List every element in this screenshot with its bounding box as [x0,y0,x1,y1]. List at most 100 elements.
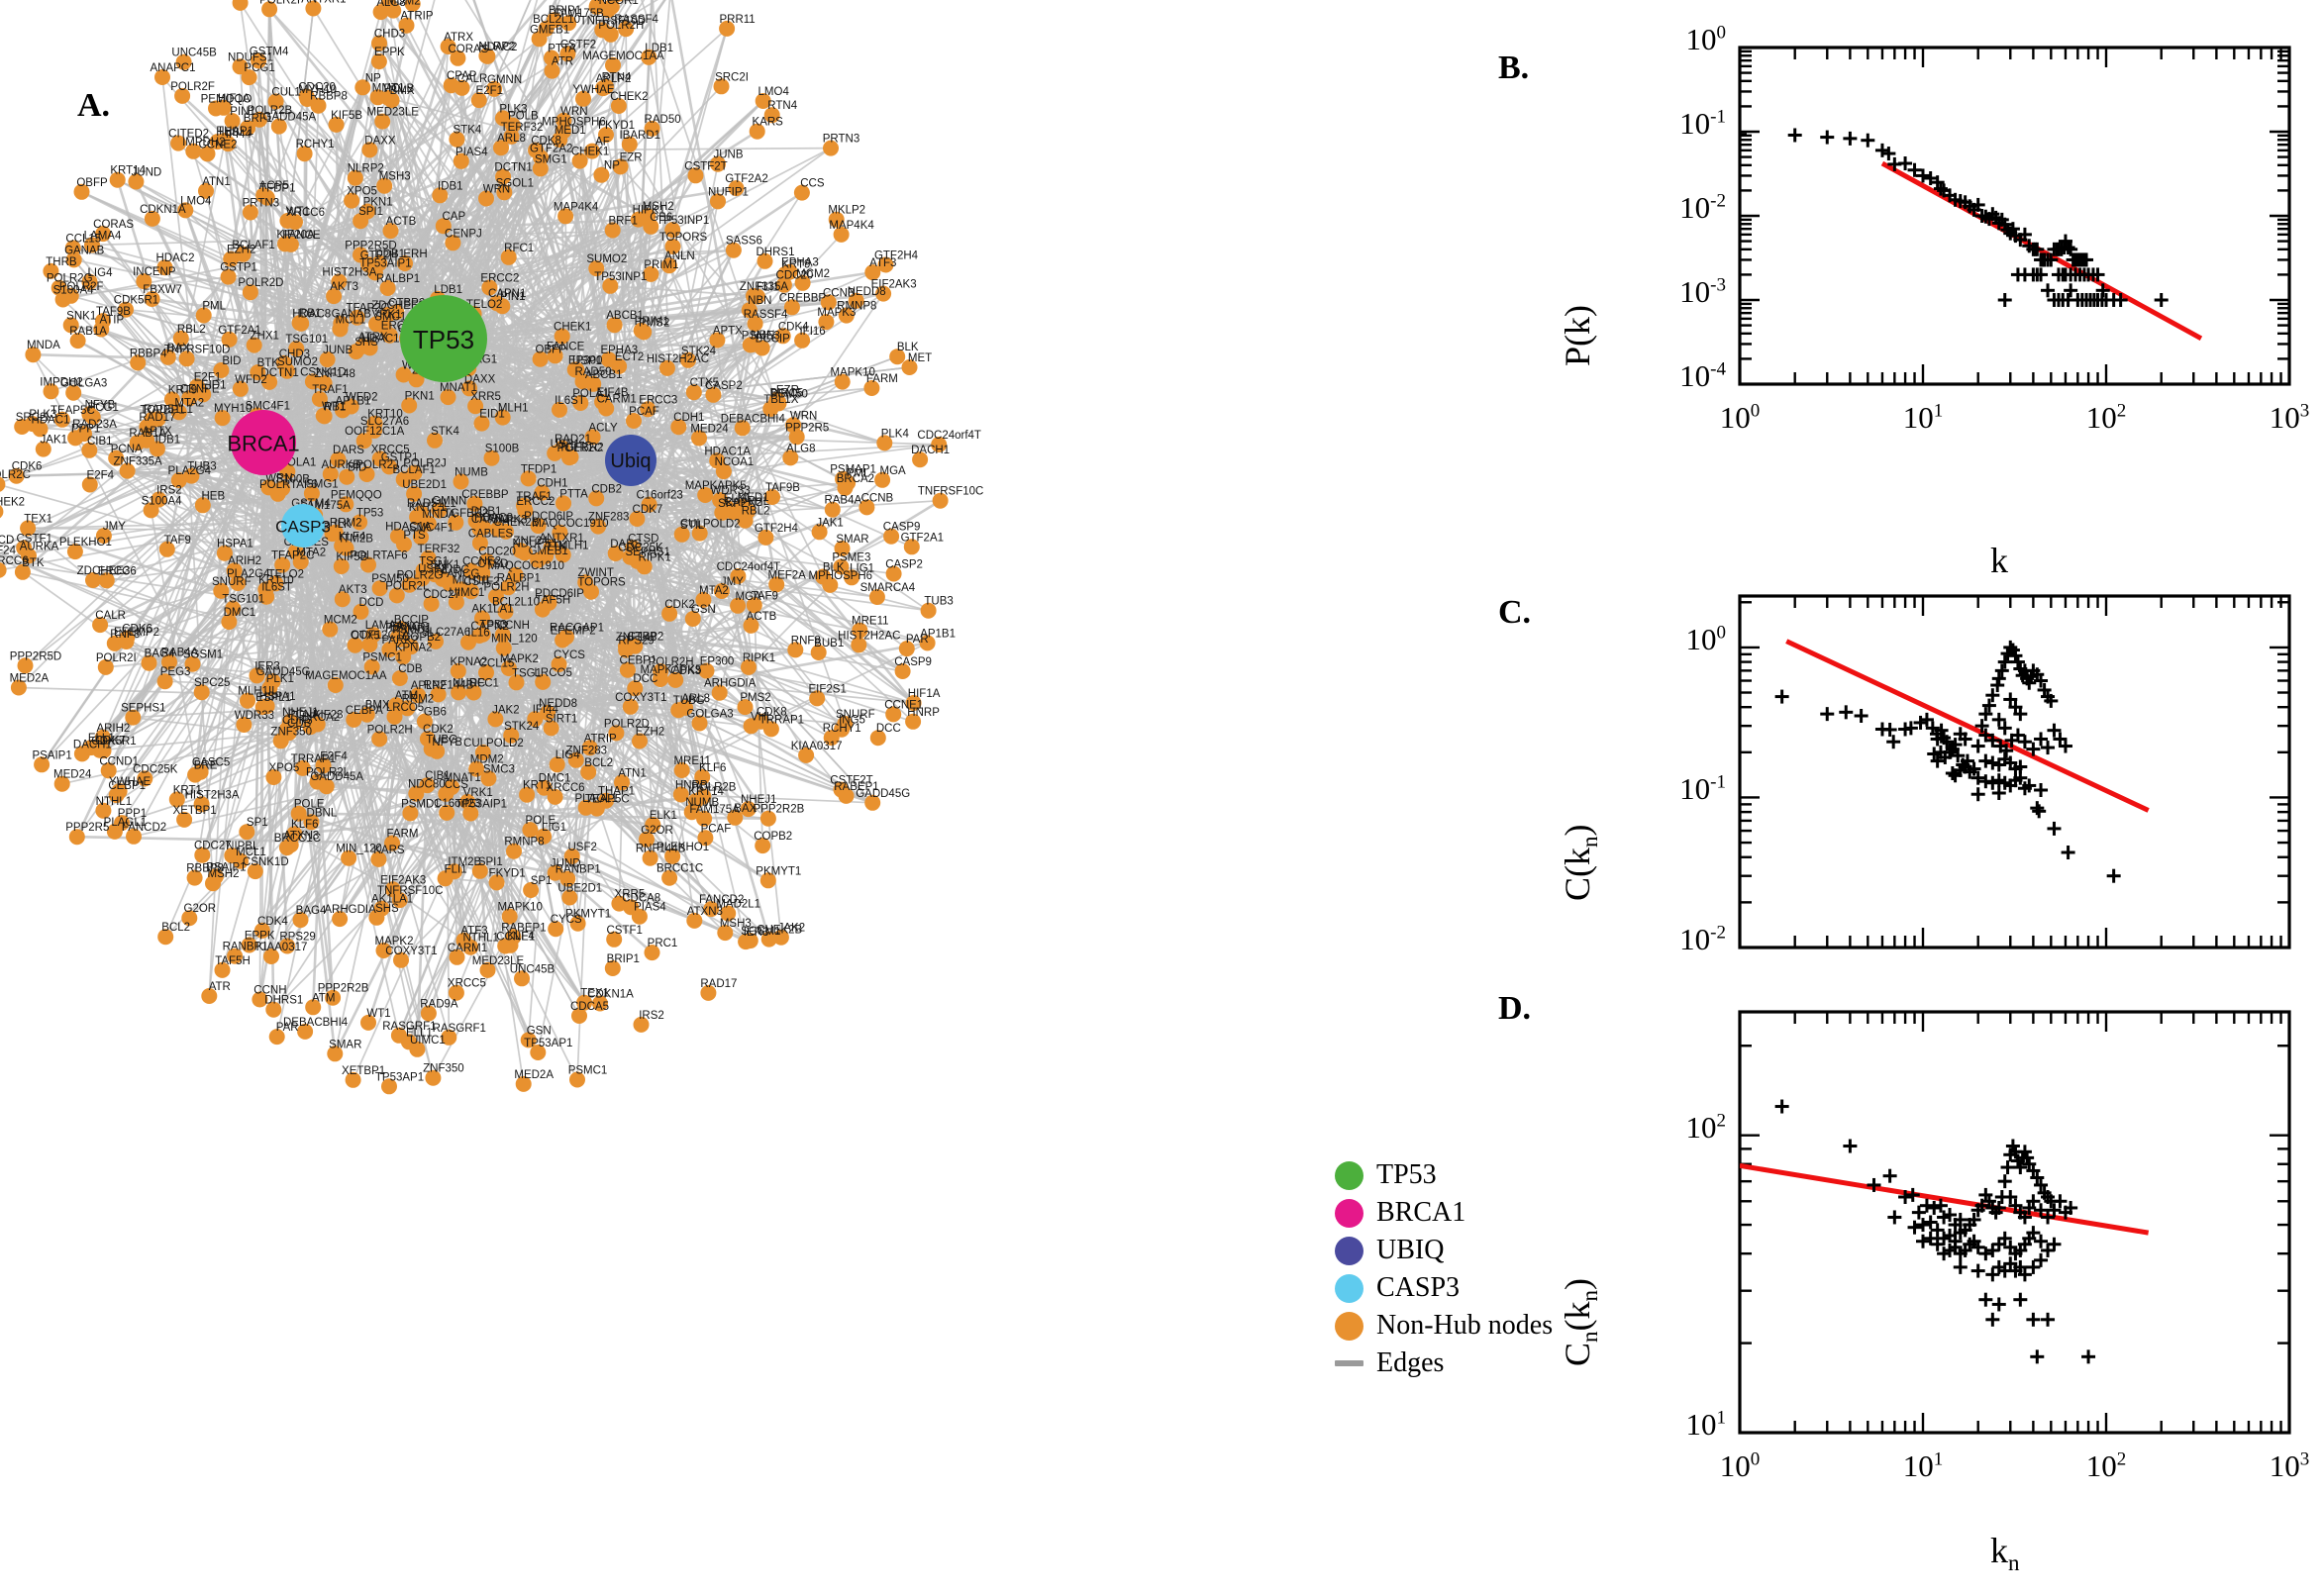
svg-text:CDB2: CDB2 [591,483,622,495]
svg-text:DCC: DCC [876,723,901,735]
svg-text:TRAF1: TRAF1 [312,384,348,396]
svg-text:CCNE1: CCNE1 [884,699,923,711]
svg-text:JUNB: JUNB [323,345,353,356]
svg-text:ZHX1: ZHX1 [250,331,278,343]
legend-edge-line-icon [1335,1360,1364,1366]
svg-text:CSTF2T: CSTF2T [684,160,727,172]
svg-text:PPP1: PPP1 [118,808,147,820]
svg-text:BCLAF1: BCLAF1 [232,240,274,251]
legend-item-label: BRCA1 [1376,1197,1466,1228]
svg-text:FANCD2: FANCD2 [699,894,744,906]
svg-text:ERCC2: ERCC2 [480,273,519,285]
svg-text:TFDP1: TFDP1 [521,463,556,475]
svg-text:MED24: MED24 [53,769,92,781]
svg-text:NUDC: NUDC [453,677,485,689]
svg-text:ARL8: ARL8 [497,133,526,145]
svg-text:AK1LA1: AK1LA1 [471,604,513,616]
svg-text:POLB: POLB [508,111,539,123]
svg-text:FANCE: FANCE [282,230,321,242]
svg-text:PPP2R5D: PPP2R5D [10,650,61,662]
svg-text:ATRIP: ATRIP [584,733,617,745]
svg-text:UNC45B: UNC45B [171,48,217,59]
svg-text:RPS29: RPS29 [279,932,315,944]
svg-text:HIST2H2AC: HIST2H2AC [647,353,709,365]
svg-text:RBBP4: RBBP4 [130,348,167,359]
svg-text:OOF12C1A: OOF12C1A [345,426,404,438]
svg-text:DCC: DCC [633,673,657,685]
svg-text:RNF144B: RNF144B [636,844,686,855]
hub-node-brca1[interactable]: BRCA1 [227,410,300,475]
svg-text:GOLGA3: GOLGA3 [60,378,107,390]
network-graph: XETBP1HNRPZNF24PSMC1PRR11WAPLAFCEP55TP53… [0,0,983,1095]
hub-node-casp3[interactable]: CASP3 [275,504,331,548]
svg-text:RRM2: RRM2 [402,693,435,705]
svg-text:PRR11: PRR11 [719,14,755,26]
svg-text:PLEKHO1: PLEKHO1 [59,537,112,549]
svg-text:RAD17: RAD17 [700,978,737,990]
svg-text:DCD: DCD [0,535,14,547]
svg-text:POLR2D: POLR2D [238,277,283,289]
svg-text:CDK2: CDK2 [664,599,695,611]
svg-text:TAF9: TAF9 [164,535,191,547]
svg-text:G2OR: G2OR [641,825,673,837]
hub-node-ubiq[interactable]: Ubiq [605,435,656,486]
svg-text:INCENP: INCENP [133,266,176,278]
svg-text:HSPA1: HSPA1 [259,691,296,703]
svg-text:POLR2J: POLR2J [403,458,446,470]
svg-text:NBN: NBN [748,295,771,307]
hub-node-tp53[interactable]: TP53 [400,295,487,382]
svg-text:EP300: EP300 [568,354,603,366]
svg-text:CSTF1: CSTF1 [606,925,642,937]
svg-text:DACH1: DACH1 [911,445,950,456]
legend-item-label: Edges [1376,1347,1445,1378]
svg-text:MTA2: MTA2 [699,585,729,597]
svg-text:UBE2D1: UBE2D1 [402,479,447,491]
legend-ubiq: UBIQ [1335,1232,1582,1269]
svg-text:PCAF: PCAF [629,406,659,418]
svg-text:SLC27A6: SLC27A6 [422,627,470,639]
x-tick-label: 103 [2269,1448,2310,1483]
legend-item-label: CASP3 [1376,1272,1461,1303]
y-tick-label: 102 [1685,1109,1727,1145]
svg-text:CDC20: CDC20 [776,270,814,282]
svg-text:CDCA5: CDCA5 [570,1001,609,1013]
svg-text:BRCC1C: BRCC1C [656,863,703,875]
svg-text:DCD: DCD [359,597,384,609]
svg-text:DCTN1: DCTN1 [494,162,532,174]
svg-text:CCS: CCS [800,178,825,190]
svg-text:TELO2: TELO2 [268,568,304,580]
svg-text:PEG3: PEG3 [160,666,191,678]
svg-text:RCHY1: RCHY1 [823,723,861,735]
svg-text:TSG101: TSG101 [222,594,264,606]
svg-text:PSMC1: PSMC1 [568,1065,608,1077]
svg-text:AKT3: AKT3 [339,584,367,596]
svg-text:DAXX: DAXX [364,135,396,147]
svg-text:ATN1: ATN1 [202,176,231,188]
svg-text:KIAA0317: KIAA0317 [791,741,843,752]
svg-text:EIF2AK3: EIF2AK3 [380,874,426,886]
svg-text:PML: PML [202,301,226,313]
svg-text:RMNP8: RMNP8 [504,837,544,848]
panel-b-letter: B. [1498,50,1530,86]
svg-text:ATRIP: ATRIP [400,11,433,23]
x-tick-label: 100 [1719,1448,1761,1483]
svg-text:BRIP1: BRIP1 [607,953,640,965]
svg-text:GB6: GB6 [424,707,447,719]
svg-text:TOPORS: TOPORS [659,232,708,244]
svg-text:DEBACBHI4: DEBACBHI4 [721,413,786,425]
svg-text:TP53AIP1: TP53AIP1 [455,799,507,811]
svg-text:JAK1: JAK1 [816,517,844,529]
svg-text:LDB1: LDB1 [434,284,462,296]
y-axis-title: C(kn) [1558,824,1603,902]
svg-text:GTF2A1: GTF2A1 [901,532,944,544]
svg-text:BLK: BLK [823,562,845,574]
svg-text:CALR: CALR [457,73,488,85]
svg-text:RCHY1: RCHY1 [296,139,335,150]
svg-text:MSH3: MSH3 [720,918,752,930]
svg-text:MCM2: MCM2 [324,615,357,627]
svg-text:CALR: CALR [95,610,126,622]
svg-text:COXY3T1: COXY3T1 [615,692,666,704]
svg-text:MAPK10: MAPK10 [498,902,543,914]
svg-text:CDC20: CDC20 [478,547,516,558]
svg-text:CREBBP: CREBBP [779,292,827,304]
